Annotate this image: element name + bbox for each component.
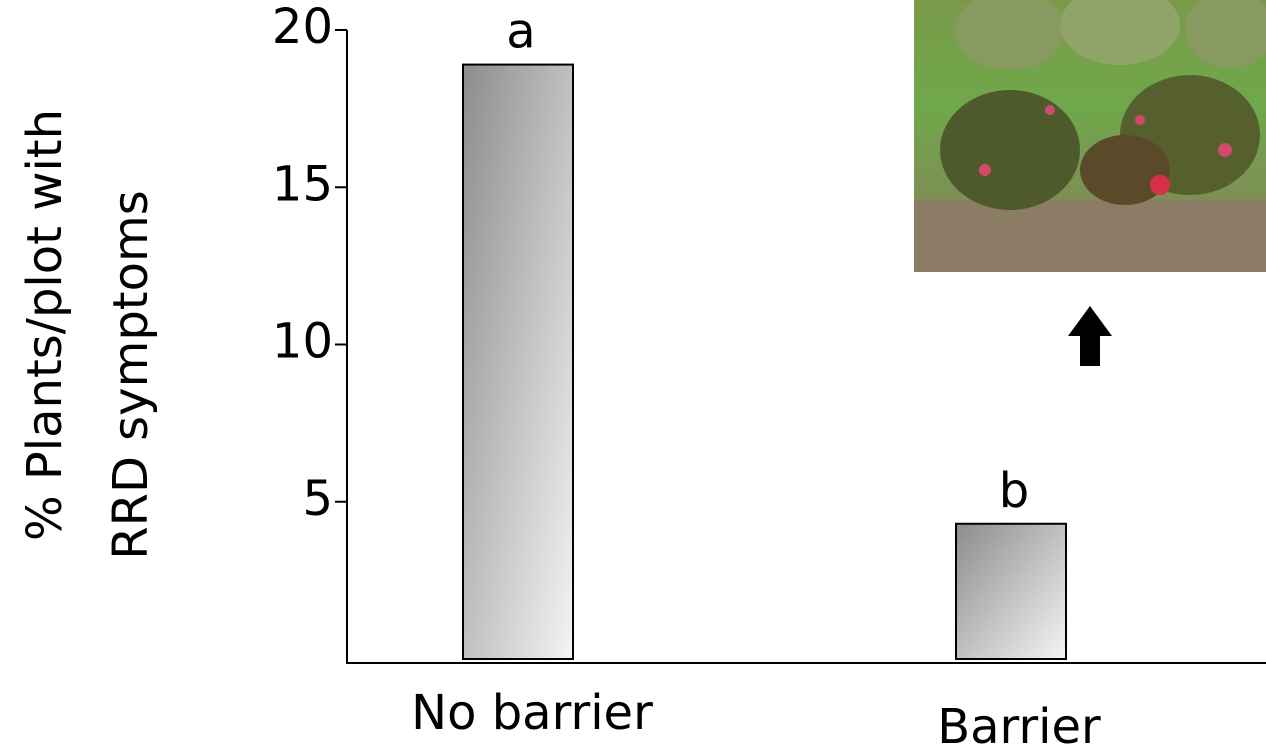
significance-letter: b: [999, 463, 1029, 519]
y-axis-label: RRD symptoms: [103, 190, 159, 560]
significance-letter: a: [506, 4, 535, 60]
y-tick-label: 5: [302, 471, 333, 527]
x-tick-label: Barrier: [937, 699, 1101, 750]
x-tick-label: No barrier: [411, 685, 653, 741]
y-tick-label: 10: [272, 314, 333, 370]
y-tick-label: 20: [272, 0, 333, 55]
arrow: [1068, 306, 1112, 366]
y-tick-label: 15: [272, 156, 333, 212]
bar: [463, 65, 573, 659]
chart: % Plants/plot with RRD symptoms 5 10 15 20 N…: [0, 0, 1266, 750]
y-axis-label: % Plants/plot with: [17, 109, 73, 541]
photo-inset: [914, 0, 1266, 272]
bar: [956, 524, 1066, 659]
